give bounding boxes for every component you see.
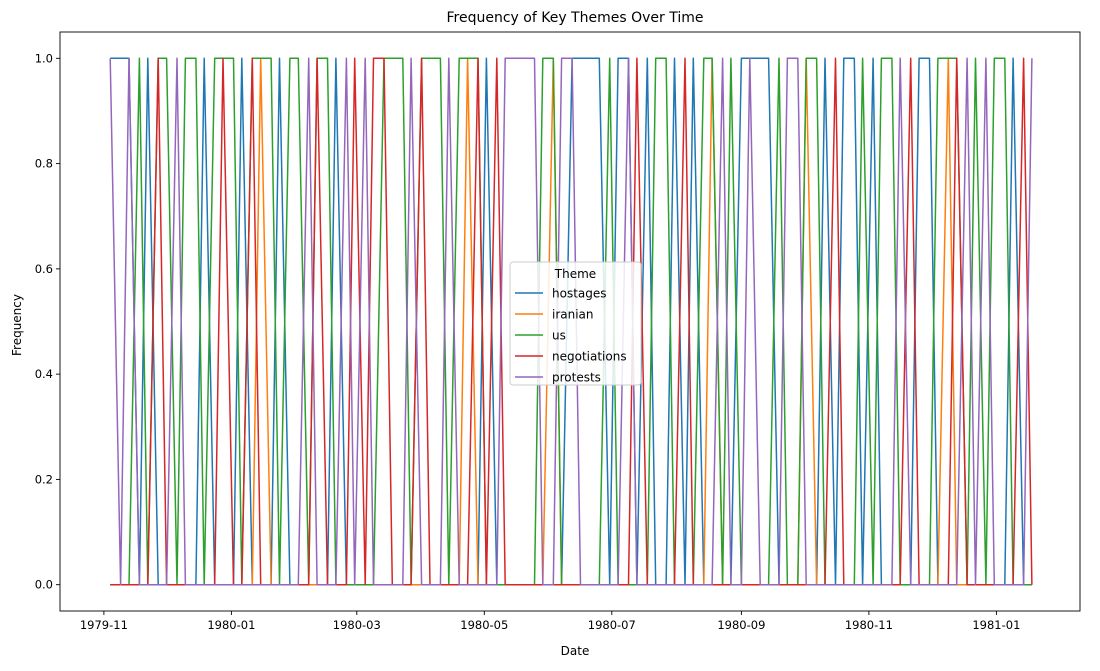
x-tick-label: 1980-07 (588, 618, 636, 632)
x-tick-label: 1980-09 (717, 618, 765, 632)
series-lines (109, 57, 1033, 586)
legend-title: Theme (554, 267, 596, 281)
y-axis: 0.0 0.2 0.4 0.6 0.8 1.0 (35, 51, 60, 592)
chart-title: Frequency of Key Themes Over Time (447, 10, 704, 26)
legend-label-negotiations: negotiations (552, 350, 627, 364)
y-axis-label: Frequency (10, 294, 24, 356)
y-tick-label: 0.6 (35, 262, 53, 276)
x-tick-label: 1980-03 (333, 618, 381, 632)
x-tick-label: 1980-11 (845, 618, 893, 632)
y-tick-label: 0.2 (35, 472, 53, 486)
legend-label-protests: protests (552, 371, 601, 385)
axes-frame (59, 31, 1081, 612)
legend-label-hostages: hostages (552, 287, 607, 301)
x-tick-label: 1980-05 (460, 618, 508, 632)
y-tick-label: 0.8 (35, 157, 53, 171)
x-tick-label: 1981-01 (972, 618, 1020, 632)
y-tick-label: 0.0 (35, 578, 53, 592)
x-axis: 1979-11 1980-01 1980-03 1980-05 1980-07 1980-… (80, 611, 1020, 632)
y-tick-label: 1.0 (35, 51, 53, 65)
legend: Theme hostages iranian us negotiations prote… (509, 261, 642, 386)
x-tick-label: 1980-01 (207, 618, 255, 632)
y-tick-label: 0.4 (35, 367, 53, 381)
legend-label-iranian: iranian (552, 308, 594, 322)
series-line-protests (109, 57, 1033, 586)
x-axis-label: Date (561, 644, 590, 658)
legend-label-us: us (552, 329, 566, 343)
x-tick-label: 1979-11 (80, 618, 128, 632)
